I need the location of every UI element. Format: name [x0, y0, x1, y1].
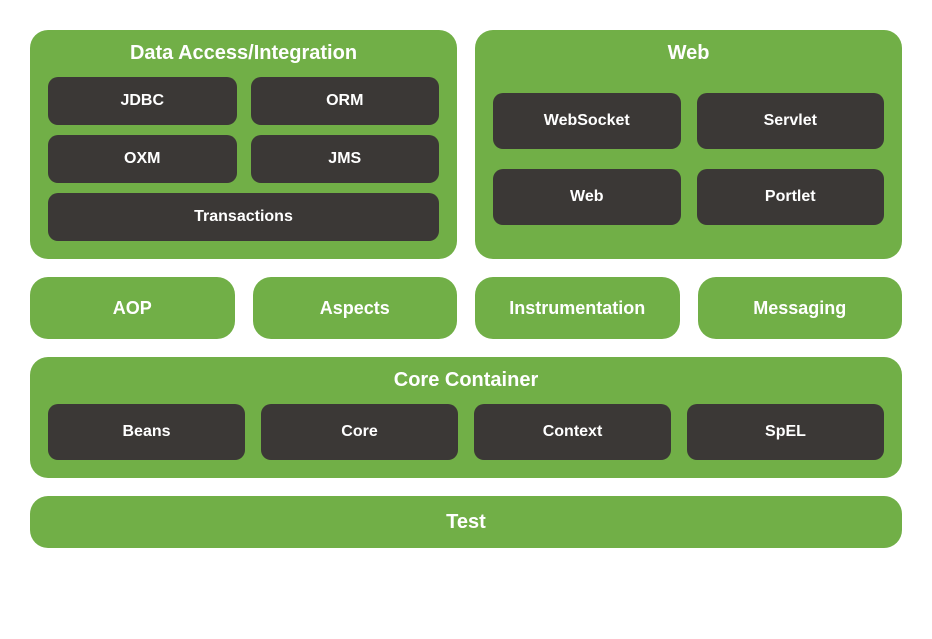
- module-portlet: Portlet: [697, 169, 885, 225]
- module-messaging: Messaging: [698, 277, 903, 339]
- web-group: Web WebSocket Servlet Web Portlet: [475, 30, 902, 259]
- architecture-diagram: Data Access/Integration JDBC ORM OXM JMS…: [30, 30, 902, 548]
- core-container-modules: Beans Core Context SpEL: [48, 404, 884, 460]
- module-jms: JMS: [251, 135, 440, 183]
- module-oxm: OXM: [48, 135, 237, 183]
- core-container-title: Core Container: [394, 369, 538, 392]
- module-instrumentation: Instrumentation: [475, 277, 680, 339]
- data-access-group: Data Access/Integration JDBC ORM OXM JMS…: [30, 30, 457, 259]
- middle-row: AOP Aspects Instrumentation Messaging: [30, 277, 902, 339]
- top-row: Data Access/Integration JDBC ORM OXM JMS…: [30, 30, 902, 259]
- data-access-modules: JDBC ORM OXM JMS Transactions: [48, 77, 439, 241]
- module-context: Context: [474, 404, 671, 460]
- web-title: Web: [668, 42, 710, 65]
- module-orm: ORM: [251, 77, 440, 125]
- module-aop: AOP: [30, 277, 235, 339]
- core-container-group: Core Container Beans Core Context SpEL: [30, 357, 902, 478]
- module-transactions: Transactions: [48, 193, 439, 241]
- module-core: Core: [261, 404, 458, 460]
- module-servlet: Servlet: [697, 93, 885, 149]
- module-jdbc: JDBC: [48, 77, 237, 125]
- module-web: Web: [493, 169, 681, 225]
- web-modules: WebSocket Servlet Web Portlet: [493, 77, 884, 241]
- module-beans: Beans: [48, 404, 245, 460]
- module-websocket: WebSocket: [493, 93, 681, 149]
- data-access-title: Data Access/Integration: [130, 42, 357, 65]
- test-group: Test: [30, 496, 902, 548]
- module-aspects: Aspects: [253, 277, 458, 339]
- module-spel: SpEL: [687, 404, 884, 460]
